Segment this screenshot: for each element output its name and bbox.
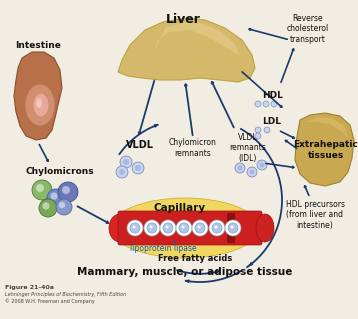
Circle shape — [255, 133, 261, 139]
Ellipse shape — [36, 98, 42, 108]
Circle shape — [47, 189, 65, 207]
Circle shape — [62, 186, 70, 194]
Circle shape — [119, 169, 125, 175]
Circle shape — [132, 226, 135, 228]
Circle shape — [237, 166, 242, 170]
Circle shape — [116, 166, 128, 178]
Circle shape — [150, 226, 153, 228]
Circle shape — [257, 160, 267, 170]
Text: Liver: Liver — [165, 13, 200, 26]
Text: VLDL
remnants
(IDL): VLDL remnants (IDL) — [229, 133, 266, 163]
Circle shape — [135, 165, 141, 171]
Text: Chylomicrons: Chylomicrons — [26, 167, 94, 176]
Circle shape — [271, 101, 277, 107]
Circle shape — [56, 199, 72, 215]
Text: Intestine: Intestine — [15, 41, 61, 50]
FancyBboxPatch shape — [227, 213, 235, 243]
Circle shape — [144, 220, 160, 236]
Polygon shape — [14, 52, 62, 140]
Circle shape — [32, 180, 52, 200]
Circle shape — [198, 226, 200, 228]
Circle shape — [212, 223, 222, 233]
Ellipse shape — [256, 214, 274, 242]
Circle shape — [247, 167, 257, 177]
Circle shape — [132, 162, 144, 174]
Ellipse shape — [33, 93, 49, 117]
Polygon shape — [305, 117, 348, 138]
Text: VLDL: VLDL — [126, 140, 154, 150]
Text: HDL: HDL — [262, 92, 283, 100]
Circle shape — [209, 220, 225, 236]
FancyBboxPatch shape — [118, 211, 262, 245]
Ellipse shape — [109, 214, 131, 242]
Circle shape — [59, 202, 65, 208]
Circle shape — [163, 223, 173, 233]
Ellipse shape — [111, 198, 259, 258]
Text: Extrahepatic
tissues: Extrahepatic tissues — [294, 140, 358, 160]
Circle shape — [58, 182, 78, 202]
Circle shape — [176, 220, 192, 236]
Circle shape — [179, 223, 189, 233]
Circle shape — [160, 220, 176, 236]
Text: Free fatty acids: Free fatty acids — [158, 254, 232, 263]
Circle shape — [214, 226, 218, 228]
Circle shape — [231, 226, 233, 228]
Circle shape — [182, 226, 184, 228]
Text: Mammary, muscle, or adipose tissue: Mammary, muscle, or adipose tissue — [77, 267, 293, 277]
Circle shape — [263, 101, 269, 107]
Circle shape — [39, 199, 57, 217]
Circle shape — [264, 127, 270, 133]
Text: Reverse
cholesterol
transport: Reverse cholesterol transport — [287, 14, 329, 44]
Circle shape — [120, 156, 132, 168]
Ellipse shape — [25, 84, 55, 126]
Circle shape — [165, 226, 169, 228]
Text: LDL: LDL — [262, 117, 281, 127]
Circle shape — [127, 220, 143, 236]
Circle shape — [50, 192, 58, 200]
Text: © 2008 W.H. Freeman and Company: © 2008 W.H. Freeman and Company — [5, 298, 95, 304]
Circle shape — [235, 163, 245, 173]
Circle shape — [225, 220, 241, 236]
Circle shape — [255, 101, 261, 107]
Circle shape — [147, 223, 157, 233]
Polygon shape — [295, 113, 354, 186]
Text: Chylomicron
remnants: Chylomicron remnants — [169, 138, 217, 158]
Text: lipoprotein lipase: lipoprotein lipase — [130, 244, 196, 253]
Circle shape — [228, 223, 238, 233]
Circle shape — [255, 127, 261, 133]
Circle shape — [123, 159, 129, 165]
Circle shape — [42, 202, 50, 210]
Circle shape — [195, 223, 205, 233]
Polygon shape — [118, 18, 255, 82]
Text: Lehninger Principles of Biochemistry, Fifth Edition: Lehninger Principles of Biochemistry, Fi… — [5, 292, 126, 297]
Text: Capillary: Capillary — [154, 203, 206, 213]
Text: HDL precursors
(from liver and
intestine): HDL precursors (from liver and intestine… — [285, 200, 344, 230]
Circle shape — [260, 162, 265, 167]
Circle shape — [192, 220, 208, 236]
Text: Figure 21-40a: Figure 21-40a — [5, 285, 54, 290]
Circle shape — [130, 223, 140, 233]
Circle shape — [36, 184, 44, 192]
Polygon shape — [155, 22, 240, 56]
Circle shape — [250, 169, 255, 174]
